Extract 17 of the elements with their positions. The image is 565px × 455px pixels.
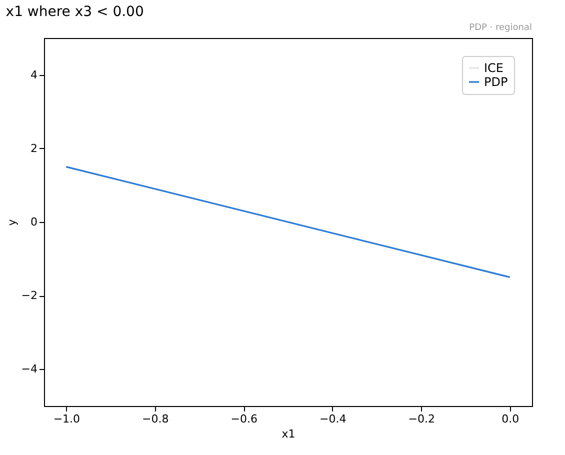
legend-label: ICE	[484, 61, 504, 75]
legend-label: PDP	[484, 75, 508, 89]
x-axis-title: x1	[282, 428, 296, 440]
x-tick-label: −0.2	[408, 412, 435, 426]
x-tick-label: −0.6	[230, 412, 258, 426]
y-tick-label: −4	[21, 362, 38, 376]
y-axis-title: y	[5, 218, 18, 226]
y-tick-label: −2	[21, 289, 38, 302]
x-tick-label: 0.0	[502, 412, 520, 426]
y-tick-label: 4	[30, 68, 38, 82]
x-tick-label: −0.8	[142, 412, 169, 426]
chart-title: x1 where x3 < 0.00	[6, 4, 144, 20]
x-tick-label: −1.0	[53, 412, 80, 426]
y-tick-label: 2	[30, 142, 38, 155]
y-tick-label: 0	[30, 216, 38, 228]
text: PDP · regional	[469, 23, 532, 33]
x-tick-label: −0.4	[320, 412, 346, 426]
